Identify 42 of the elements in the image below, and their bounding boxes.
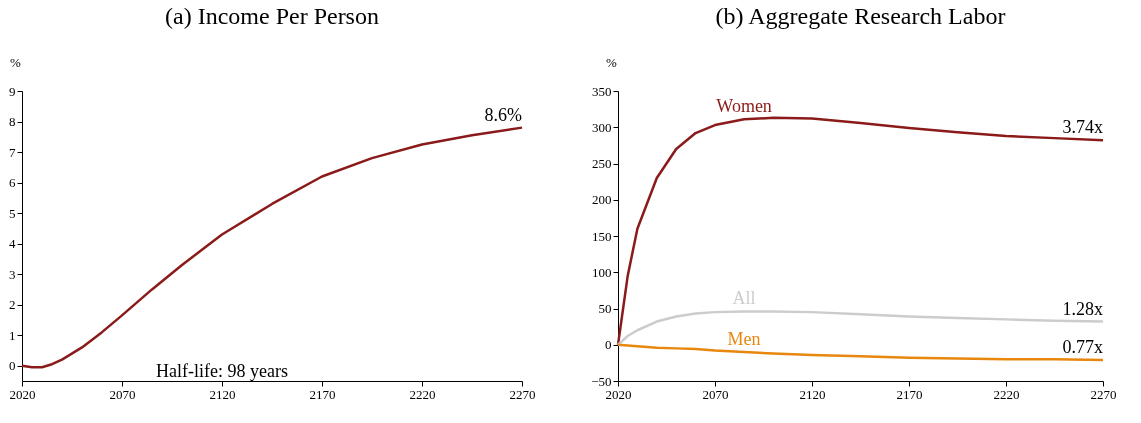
x-tick-label: 2170 [896, 386, 923, 402]
y-tick-label: 7 [9, 144, 16, 160]
x-tick-label: 2020 [605, 386, 632, 402]
x-tick-label: 2220 [409, 386, 436, 402]
y-tick-label: 0 [605, 337, 612, 353]
y-tick-label: 300 [592, 119, 612, 135]
x-tick-label: 2120 [209, 386, 236, 402]
y-axis-title: % [10, 55, 21, 70]
x-tick-label: 2020 [9, 386, 36, 402]
annotation: 0.77x [1062, 336, 1103, 357]
x-tick-label: 2070 [109, 386, 136, 402]
y-tick-label: −50 [591, 373, 612, 389]
y-tick-label: 4 [9, 236, 16, 252]
y-tick-label: 350 [592, 83, 612, 99]
annotation: 8.6% [484, 104, 522, 125]
x-tick-label: 2120 [799, 386, 826, 402]
series-label: Men [727, 329, 761, 349]
x-tick-label: 2070 [702, 386, 729, 402]
annotation: 3.74x [1062, 117, 1103, 138]
annotation: Half-life: 98 years [156, 361, 288, 381]
y-tick-label: 250 [592, 156, 612, 171]
y-tick-label: 3 [9, 266, 16, 282]
y-tick-label: 200 [592, 192, 612, 208]
annotation: 1.28x [1062, 298, 1103, 319]
chart-title: (b) Aggregate Research Labor [715, 3, 1006, 29]
y-tick-label: 100 [592, 264, 612, 280]
x-tick-label: 2270 [509, 386, 536, 402]
y-tick-label: 1 [9, 327, 16, 343]
y-tick-label: 9 [9, 83, 16, 99]
x-tick-label: 2220 [993, 386, 1020, 402]
x-tick-label: 2270 [1090, 386, 1117, 402]
y-axis-title: % [606, 55, 617, 70]
chart-title: (a) Income Per Person [165, 3, 379, 29]
y-tick-label: 8 [9, 114, 16, 130]
series-label: Women [716, 96, 772, 117]
x-tick-label: 2170 [309, 386, 336, 402]
y-tick-label: 0 [9, 358, 16, 374]
y-tick-label: 50 [598, 301, 612, 316]
y-tick-label: 5 [9, 205, 16, 221]
y-tick-label: 6 [9, 175, 16, 191]
y-tick-label: 150 [592, 228, 612, 244]
y-tick-label: 2 [9, 297, 16, 313]
